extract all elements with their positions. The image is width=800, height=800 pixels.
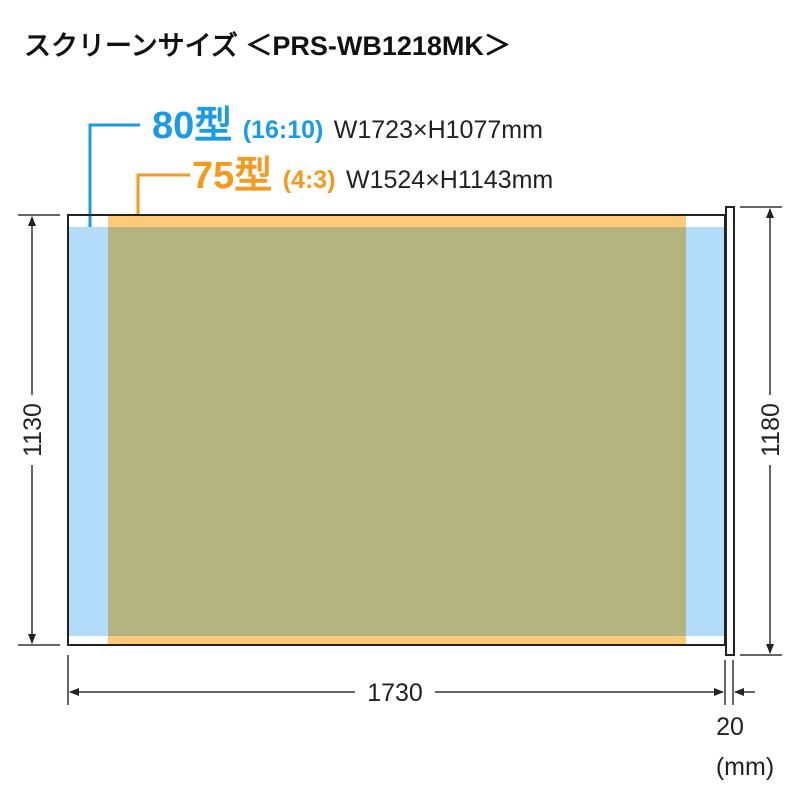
- right-height-dimension: [740, 206, 782, 656]
- size-80-name: 80型: [152, 105, 232, 147]
- right-height-label: 1180: [757, 403, 785, 457]
- size-75-name: 75型: [192, 155, 272, 197]
- screen-housing: [725, 206, 735, 656]
- area-overlap: [108, 227, 686, 636]
- unit-label: (mm): [716, 753, 774, 781]
- size-75-leader: [136, 173, 190, 215]
- left-height-dimension: [18, 214, 60, 646]
- page-title: スクリーンサイズ ＜PRS-WB1218MK＞: [24, 30, 511, 61]
- depth-label: 20: [716, 713, 744, 741]
- size-80-leader: [88, 123, 140, 227]
- size-75-label: 75型 (4:3) W1524×H1143mm: [192, 155, 553, 197]
- size-80-ratio: (16:10): [243, 116, 324, 144]
- size-80-dims: W1723×H1077mm: [334, 116, 543, 144]
- size-75-dims: W1524×H1143mm: [346, 166, 553, 194]
- size-80-label: 80型 (16:10) W1723×H1077mm: [152, 105, 543, 147]
- size-75-ratio: (4:3): [283, 166, 336, 194]
- left-height-label: 1130: [19, 403, 47, 457]
- width-label: 1730: [367, 679, 423, 707]
- width-dimension: [67, 655, 755, 705]
